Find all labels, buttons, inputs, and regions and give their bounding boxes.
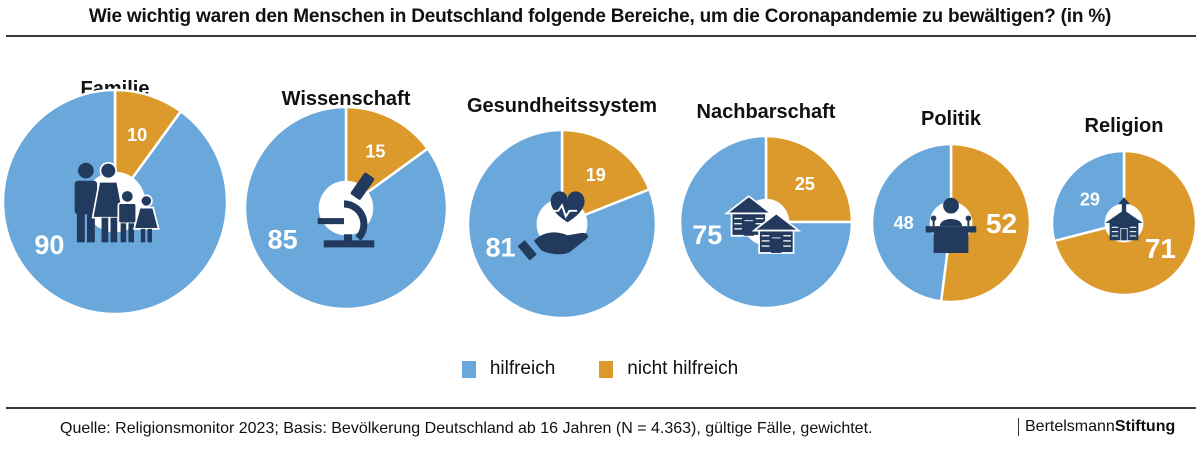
brand-light: Bertelsmann	[1025, 418, 1115, 435]
microscope-icon	[317, 172, 375, 248]
pie-politik: Politik 52 48	[870, 108, 1032, 304]
pie-religion: Religion 71 29	[1050, 115, 1198, 297]
legend-label: hilfreich	[489, 358, 556, 379]
legend-item-hilfreich: hilfreich	[461, 358, 556, 380]
brand-bold: Stiftung	[1114, 418, 1176, 435]
family-icon	[74, 161, 160, 243]
pie-title: Religion	[1085, 115, 1164, 137]
value-label-nicht-hilfreich: 52	[986, 208, 1017, 239]
slice-hilfreich	[678, 134, 854, 310]
source-note: Quelle: Religionsmonitor 2023; Basis: Be…	[60, 420, 873, 437]
pie-gesundheitssystem: Gesundheitssystem 19 81	[466, 95, 658, 320]
value-label-hilfreich: 29	[1080, 190, 1100, 210]
pie-title: Gesundheitssystem	[467, 95, 657, 117]
heart-in-hand-icon	[517, 191, 588, 261]
value-label-nicht-hilfreich: 71	[1145, 233, 1176, 264]
chart-title: Wie wichtig waren den Menschen in Deutsc…	[88, 6, 1112, 27]
value-label-hilfreich: 48	[894, 213, 914, 233]
value-label-nicht-hilfreich: 25	[795, 174, 815, 194]
speaker-podium-icon	[925, 197, 977, 254]
title-divider	[6, 35, 1196, 37]
legend-swatch-nicht-hilfreich	[599, 360, 614, 378]
value-label-hilfreich: 90	[34, 230, 64, 260]
footer-divider	[6, 407, 1196, 409]
pie-nachbarschaft: Nachbarschaft 25 75	[678, 101, 854, 310]
pie-familie: Familie1090	[1, 78, 229, 316]
church-icon	[1105, 197, 1143, 241]
value-label-hilfreich: 85	[268, 224, 298, 254]
brand-logo: BertelsmannStiftung	[1018, 418, 1175, 436]
houses-icon	[723, 195, 802, 254]
slice-hilfreich	[870, 142, 953, 303]
value-label-nicht-hilfreich: 19	[586, 165, 606, 185]
pie-title: Wissenschaft	[282, 88, 411, 110]
pie-title: Nachbarschaft	[697, 101, 836, 123]
slice-nicht-hilfreich	[939, 142, 1032, 304]
legend-item-nicht-hilfreich: nicht hilfreich	[599, 358, 738, 380]
value-label-hilfreich: 81	[485, 232, 515, 262]
value-label-nicht-hilfreich: 10	[127, 125, 147, 145]
value-label-hilfreich: 75	[692, 220, 722, 250]
slice-nicht-hilfreich	[764, 134, 854, 224]
legend: hilfreich nicht hilfreich	[0, 358, 1200, 380]
value-label-nicht-hilfreich: 15	[365, 141, 385, 161]
pie-wissenschaft: Wissenschaft 15 85	[243, 88, 449, 311]
legend-label: nicht hilfreich	[627, 358, 739, 379]
pie-title: Politik	[921, 108, 982, 130]
legend-swatch-hilfreich	[461, 360, 476, 378]
